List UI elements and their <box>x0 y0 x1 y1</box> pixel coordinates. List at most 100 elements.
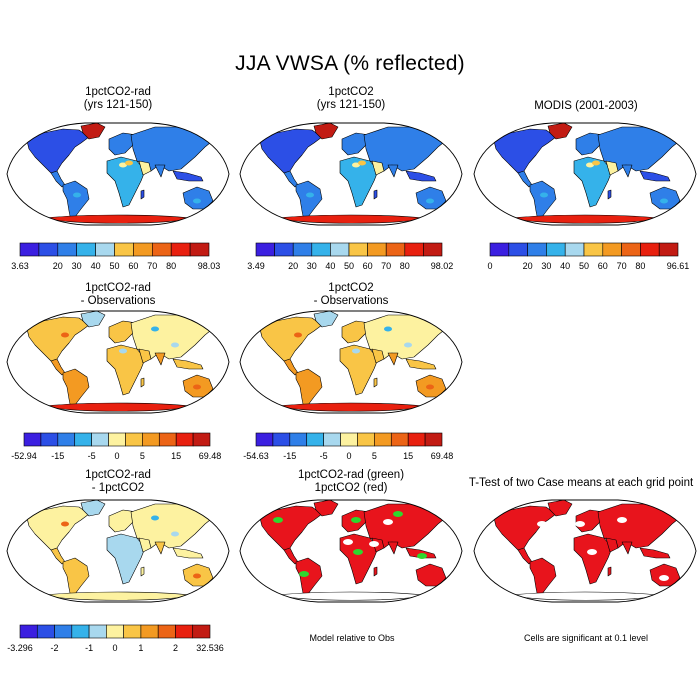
colorbar-swatch <box>289 432 308 447</box>
land-se-asia <box>639 170 671 182</box>
map-outline <box>239 499 463 603</box>
value-patch <box>294 332 302 338</box>
value-patch <box>119 162 127 168</box>
map-1pctco2-rad-minus-1pctco2 <box>5 494 231 608</box>
colorbar-swatch <box>292 242 313 257</box>
land-europe <box>108 320 138 344</box>
significance-patch <box>343 539 353 545</box>
land-europe <box>108 132 138 156</box>
land-north-america <box>259 505 323 551</box>
world-map-svg <box>239 310 463 414</box>
colorbar-tick-label: -3.296 <box>7 643 33 653</box>
land-central-america <box>517 547 533 565</box>
colorbar-swatch <box>489 242 510 257</box>
land-india <box>154 352 166 366</box>
land-central-america <box>283 358 299 376</box>
land-greenland <box>80 311 106 328</box>
colorbar-swatch <box>602 242 622 257</box>
colorbar-tick-label: 70 <box>616 261 627 271</box>
colorbar-tick-label: -5 <box>87 451 96 461</box>
colorbar-svg <box>255 432 443 447</box>
panel-title-1pctco2-rad-minus-1pctco2: 1pctCO2-rad - 1pctCO2 <box>85 469 151 494</box>
land-central-america <box>50 170 66 188</box>
colorbar-swatch <box>152 242 172 257</box>
land-se-asia <box>405 170 437 182</box>
colorbar-tick-label: 2 <box>172 643 178 653</box>
colorbar-tick-label: 98.02 <box>430 261 454 271</box>
colorbar-tick-label: 0 <box>112 643 118 653</box>
colorbar-swatch <box>123 624 142 639</box>
land-antarctica <box>277 214 425 224</box>
colorbar-swatch <box>91 432 109 447</box>
colorbar-swatch <box>133 242 153 257</box>
colorbar-swatch <box>88 624 107 639</box>
value-patch <box>352 162 360 168</box>
land-central-america <box>517 170 533 188</box>
colorbar-tick-label: -15 <box>51 451 65 461</box>
colorbar-tick-label: -1 <box>85 643 94 653</box>
world-map-svg <box>473 499 697 603</box>
land-antarctica <box>277 402 425 412</box>
land-central-america <box>50 358 66 376</box>
colorbar-swatch <box>621 242 641 257</box>
colorbar-tick-label: 60 <box>362 261 373 271</box>
significance-patch <box>351 517 361 523</box>
colorbar-swatch <box>424 432 443 447</box>
value-patch <box>119 348 127 354</box>
land-north-america <box>493 505 557 551</box>
colorbar-swatch <box>95 242 115 257</box>
value-patch <box>592 160 600 166</box>
land-madagascar <box>140 377 145 388</box>
colorbar-swatch <box>54 624 73 639</box>
colorbar-tick-label: -15 <box>283 451 297 461</box>
map-outline <box>239 122 463 226</box>
land-greenland <box>313 500 339 517</box>
value-patch <box>171 342 179 348</box>
colorbar-swatch <box>390 432 409 447</box>
colorbar-tick-label: 0 <box>114 451 120 461</box>
map-outline <box>6 499 230 603</box>
land-se-asia <box>172 358 204 370</box>
colorbar-labels: 0 20 30 40 50 60 70 80 96.61 <box>487 261 689 273</box>
colorbar-tick-label: 40 <box>560 261 571 271</box>
land-antarctica <box>44 591 192 601</box>
colorbar-swatch <box>19 624 38 639</box>
value-patch <box>151 515 159 521</box>
land-central-america <box>50 547 66 565</box>
land-se-asia <box>172 547 204 559</box>
colorbar-swatch <box>340 432 358 447</box>
significance-patch <box>417 553 427 559</box>
value-patch <box>193 198 201 204</box>
land-africa <box>573 156 613 208</box>
colorbar-swatch <box>76 242 96 257</box>
colorbar-swatch <box>374 432 392 447</box>
panel-title-1pctco2-minus-obs: 1pctCO2 - Observations <box>313 282 389 307</box>
map-1pctco2-rad-minus-obs <box>5 305 231 419</box>
value-patch <box>608 164 616 170</box>
colorbar-swatch <box>19 242 40 257</box>
land-india <box>387 352 399 366</box>
colorbar-tick-label: 60 <box>597 261 608 271</box>
colorbar-tick-label: 50 <box>109 261 120 271</box>
colorbar-swatch <box>57 432 76 447</box>
land-europe <box>341 132 371 156</box>
colorbar-labels: 3.49 20 30 40 50 60 70 80 98.02 <box>247 261 453 273</box>
colorbar-tick-label: 3.49 <box>247 261 265 271</box>
panel-title-1pctco2-rad: 1pctCO2-rad (yrs 121-150) <box>83 86 153 111</box>
colorbar-tick-label: 30 <box>306 261 317 271</box>
map-outline <box>473 122 697 226</box>
panel-title-green-red: 1pctCO2-rad (green) 1pctCO2 (red) <box>297 469 405 494</box>
colorbar-svg <box>489 242 679 257</box>
land-india <box>154 164 166 178</box>
value-patch <box>151 326 159 332</box>
colorbar-tick-label: 15 <box>403 451 414 461</box>
land-south-america <box>62 557 90 599</box>
value-patch <box>374 164 382 170</box>
colorbar-tick-label: 32.536 <box>196 643 224 653</box>
value-patch <box>352 348 360 354</box>
land-south-america <box>529 557 557 599</box>
land-europe <box>575 509 605 533</box>
value-patch <box>141 164 149 170</box>
colorbar-swatch <box>157 624 176 639</box>
significance-patch <box>537 521 547 527</box>
